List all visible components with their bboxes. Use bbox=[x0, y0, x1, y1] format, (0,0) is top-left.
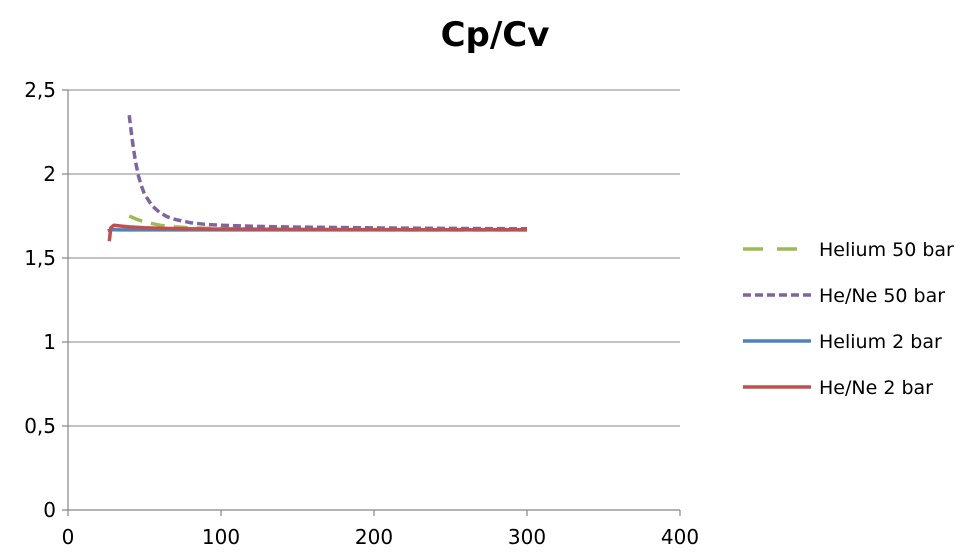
legend-item-helium-2-bar: Helium 2 bar bbox=[743, 331, 942, 353]
y-tick-label-5: 2,5 bbox=[24, 78, 56, 102]
legend-label-helium-50-bar: Helium 50 bar bbox=[819, 239, 954, 261]
x-tick-label-1: 100 bbox=[202, 525, 240, 549]
legend: Helium 50 bar He/Ne 50 bar Helium 2 bar He/… bbox=[743, 239, 954, 399]
chart-title: Cp/Cv bbox=[441, 15, 550, 55]
x-tick-label-4: 400 bbox=[661, 525, 699, 549]
y-tick-label-0: 0 bbox=[43, 498, 56, 522]
series-line-he-ne-50-bar bbox=[127, 114, 528, 231]
legend-item-helium-50-bar: Helium 50 bar bbox=[743, 239, 954, 261]
y-tick-label-3: 1,5 bbox=[24, 246, 56, 270]
x-tick-label-0: 0 bbox=[62, 525, 75, 549]
legend-item-he-ne-50-bar: He/Ne 50 bar bbox=[743, 285, 945, 307]
tick-labels: 0 0,5 1 1,5 2 2,5 0 100 200 300 400 bbox=[24, 78, 699, 549]
legend-label-he-ne-50-bar: He/Ne 50 bar bbox=[819, 285, 945, 307]
x-tick-label-2: 200 bbox=[355, 525, 393, 549]
legend-label-he-ne-2-bar: He/Ne 2 bar bbox=[819, 377, 933, 399]
series-lines bbox=[107, 114, 528, 242]
y-tick-label-2: 1 bbox=[43, 330, 56, 354]
legend-item-he-ne-2-bar: He/Ne 2 bar bbox=[743, 377, 933, 399]
series-line-he-ne-2-bar bbox=[107, 223, 527, 242]
y-tick-label-4: 2 bbox=[43, 162, 56, 186]
x-tick-label-3: 300 bbox=[508, 525, 546, 549]
legend-label-helium-2-bar: Helium 2 bar bbox=[819, 331, 942, 353]
grid-lines bbox=[68, 89, 680, 427]
axes bbox=[62, 89, 681, 516]
y-tick-label-1: 0,5 bbox=[24, 414, 56, 438]
